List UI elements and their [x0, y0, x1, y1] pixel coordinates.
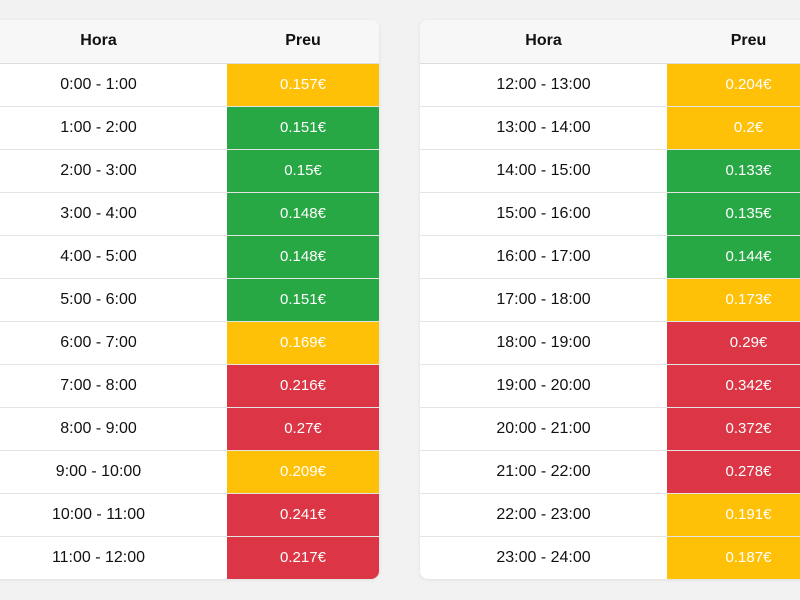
table-header-row: Hora Preu — [0, 20, 379, 64]
price-cell: 0.169€ — [227, 321, 379, 365]
price-cell: 0.187€ — [667, 536, 800, 579]
price-cell: 0.342€ — [667, 364, 800, 408]
table-row: 19:00 - 20:00 0.342€ — [420, 364, 800, 408]
price-cell: 0.173€ — [667, 278, 800, 322]
price-cell: 0.151€ — [227, 106, 379, 150]
price-table: Hora Preu 0:00 - 1:00 0.157€ 1:00 - 2:00 0.… — [0, 20, 379, 579]
hour-cell: 12:00 - 13:00 — [420, 63, 667, 107]
table-row: 5:00 - 6:00 0.151€ — [0, 278, 379, 322]
price-cell: 0.372€ — [667, 407, 800, 451]
price-cell: 0.241€ — [227, 493, 379, 537]
hour-cell: 4:00 - 5:00 — [0, 235, 227, 279]
hour-cell: 22:00 - 23:00 — [420, 493, 667, 537]
hour-cell: 3:00 - 4:00 — [0, 192, 227, 236]
table-row: 12:00 - 13:00 0.204€ — [420, 63, 800, 107]
table-row: 11:00 - 12:00 0.217€ — [0, 536, 379, 579]
price-column-header: Preu — [227, 20, 379, 64]
hour-cell: 7:00 - 8:00 — [0, 364, 227, 408]
price-cell: 0.15€ — [227, 149, 379, 193]
price-cell: 0.204€ — [667, 63, 800, 107]
price-table-morning: Hora Preu 0:00 - 1:00 0.157€ 1:00 - 2:00 0.… — [0, 20, 379, 579]
price-cell: 0.217€ — [227, 536, 379, 579]
price-cell: 0.157€ — [227, 63, 379, 107]
hour-cell: 14:00 - 15:00 — [420, 149, 667, 193]
hour-cell: 23:00 - 24:00 — [496, 548, 591, 566]
hour-cell: 2:00 - 3:00 — [0, 149, 227, 193]
price-column-header: Preu — [667, 20, 800, 64]
table-row: 22:00 - 23:00 0.191€ — [420, 493, 800, 537]
hour-cell: 11:00 - 12:00 — [51, 548, 146, 566]
price-cell: 0.278€ — [667, 450, 800, 494]
table-row: 17:00 - 18:00 0.173€ — [420, 278, 800, 322]
hour-cell: 16:00 - 17:00 — [420, 235, 667, 279]
table-row: 16:00 - 17:00 0.144€ — [420, 235, 800, 279]
price-table-afternoon: Hora Preu 12:00 - 13:00 0.204€ 13:00 - 14:… — [420, 20, 800, 579]
table-row: 13:00 - 14:00 0.2€ — [420, 106, 800, 150]
table-row: 10:00 - 11:00 0.241€ — [0, 493, 379, 537]
hour-column-header: Hora — [0, 20, 227, 64]
hour-cell: 20:00 - 21:00 — [420, 407, 667, 451]
table-row: 23:00 - 24:00 0.187€ — [420, 536, 800, 579]
hour-cell: 5:00 - 6:00 — [0, 278, 227, 322]
hour-cell: 17:00 - 18:00 — [420, 278, 667, 322]
table-header-row: Hora Preu — [420, 20, 800, 64]
hour-cell: 18:00 - 19:00 — [420, 321, 667, 365]
price-cell: 0.191€ — [667, 493, 800, 537]
price-cell: 0.148€ — [227, 192, 379, 236]
hour-cell: 8:00 - 9:00 — [0, 407, 227, 451]
hour-cell: 0:00 - 1:00 — [0, 63, 227, 107]
price-cell: 0.2€ — [667, 106, 800, 150]
price-cell: 0.148€ — [227, 235, 379, 279]
price-table: Hora Preu 12:00 - 13:00 0.204€ 13:00 - 14:… — [420, 20, 800, 579]
price-cell: 0.209€ — [227, 450, 379, 494]
price-cell: 0.135€ — [667, 192, 800, 236]
hour-cell: 6:00 - 7:00 — [0, 321, 227, 365]
price-cell: 0.133€ — [667, 149, 800, 193]
table-row: 0:00 - 1:00 0.157€ — [0, 63, 379, 107]
hour-column-header: Hora — [420, 20, 667, 64]
table-row: 8:00 - 9:00 0.27€ — [0, 407, 379, 451]
hour-cell: 10:00 - 11:00 — [0, 493, 227, 537]
table-row: 1:00 - 2:00 0.151€ — [0, 106, 379, 150]
table-row: 15:00 - 16:00 0.135€ — [420, 192, 800, 236]
hour-cell: 19:00 - 20:00 — [420, 364, 667, 408]
table-row: 6:00 - 7:00 0.169€ — [0, 321, 379, 365]
table-row: 7:00 - 8:00 0.216€ — [0, 364, 379, 408]
price-cell: 0.27€ — [227, 407, 379, 451]
hour-cell: 15:00 - 16:00 — [420, 192, 667, 236]
table-row: 21:00 - 22:00 0.278€ — [420, 450, 800, 494]
price-cell: 0.151€ — [227, 278, 379, 322]
table-row: 14:00 - 15:00 0.133€ — [420, 149, 800, 193]
price-cell: 0.216€ — [227, 364, 379, 408]
hour-cell: 1:00 - 2:00 — [0, 106, 227, 150]
hour-cell: 13:00 - 14:00 — [420, 106, 667, 150]
table-row: 9:00 - 10:00 0.209€ — [0, 450, 379, 494]
price-cell: 0.144€ — [667, 235, 800, 279]
hour-cell: 9:00 - 10:00 — [0, 450, 227, 494]
price-cell: 0.29€ — [667, 321, 800, 365]
table-row: 2:00 - 3:00 0.15€ — [0, 149, 379, 193]
hour-cell: 21:00 - 22:00 — [420, 450, 667, 494]
table-row: 18:00 - 19:00 0.29€ — [420, 321, 800, 365]
table-row: 3:00 - 4:00 0.148€ — [0, 192, 379, 236]
table-row: 4:00 - 5:00 0.148€ — [0, 235, 379, 279]
table-row: 20:00 - 21:00 0.372€ — [420, 407, 800, 451]
